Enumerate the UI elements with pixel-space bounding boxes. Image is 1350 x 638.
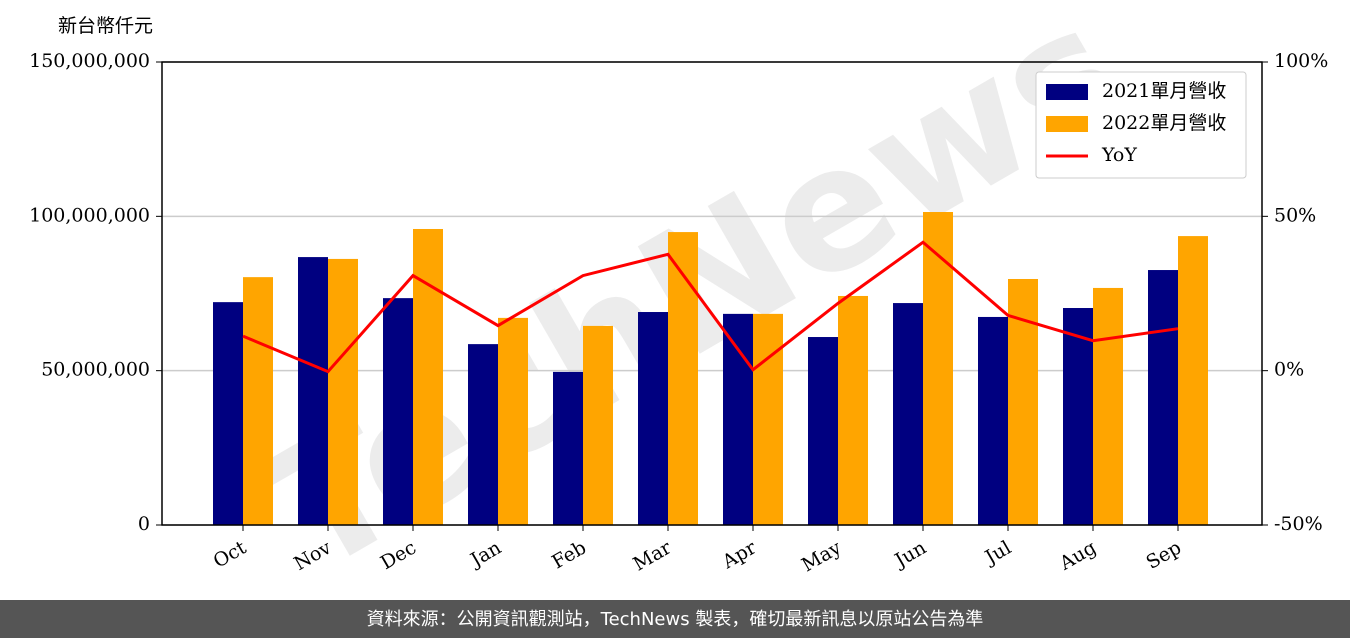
- legend-label: 2021單月營收: [1102, 80, 1226, 102]
- x-tick-label: Oct: [210, 536, 251, 572]
- x-tick-label: May: [798, 536, 845, 576]
- y-tick-label: 50,000,000: [41, 359, 150, 381]
- footer: 資料來源：公開資訊觀測站，TechNews 製表，確切最新訊息以原站公告為準: [367, 609, 984, 630]
- x-tick-label: Sep: [1142, 537, 1185, 574]
- bar: [298, 257, 328, 525]
- bar: [808, 337, 838, 525]
- bar: [753, 313, 783, 525]
- bar: [583, 325, 613, 525]
- bar: [723, 313, 753, 525]
- y2-tick-label: 0%: [1274, 359, 1304, 381]
- bar: [498, 317, 528, 525]
- bar: [638, 312, 668, 525]
- x-tick-label: Jan: [465, 537, 505, 573]
- bar: [1178, 236, 1208, 525]
- x-tick-label: Aug: [1055, 537, 1100, 576]
- bar: [893, 303, 923, 525]
- footer-band: [0, 600, 1350, 638]
- legend-box: [1035, 71, 1247, 179]
- unit-label: 新台幣仟元: [58, 15, 153, 37]
- bar: [328, 258, 358, 525]
- bar: [923, 212, 953, 525]
- y2-tick-label: 100%: [1274, 50, 1328, 72]
- bar: [413, 228, 443, 526]
- x-tick-label: Jul: [980, 537, 1015, 570]
- legend-label: 2022單月營收: [1102, 112, 1226, 134]
- yoy-line: [242, 240, 1179, 374]
- legend-label: YoY: [1101, 144, 1137, 166]
- bar: [1063, 308, 1093, 525]
- y-tick-label: 0: [138, 513, 150, 535]
- x-tick-label: Feb: [548, 537, 590, 574]
- bar: [1093, 287, 1123, 525]
- bar: [553, 371, 583, 525]
- bar: [383, 298, 413, 525]
- bar: [243, 277, 273, 525]
- bar: [668, 232, 698, 526]
- bar: [213, 302, 243, 525]
- bar: [838, 295, 868, 525]
- y-tick-label: 100,000,000: [29, 204, 150, 226]
- plot-frame: [161, 61, 1263, 526]
- x-tick-label: Apr: [718, 536, 761, 573]
- x-tick-label: Mar: [629, 536, 675, 575]
- bar: [1148, 270, 1178, 525]
- y2-tick-label: -50%: [1274, 513, 1323, 535]
- y-tick-label: 150,000,000: [29, 50, 150, 72]
- bar: [978, 316, 1008, 525]
- bar: [468, 344, 498, 525]
- x-tick-label: Jun: [889, 537, 930, 573]
- legend-swatch: [1046, 116, 1088, 132]
- legend-swatch: [1046, 84, 1088, 100]
- y2-tick-label: 50%: [1274, 204, 1316, 226]
